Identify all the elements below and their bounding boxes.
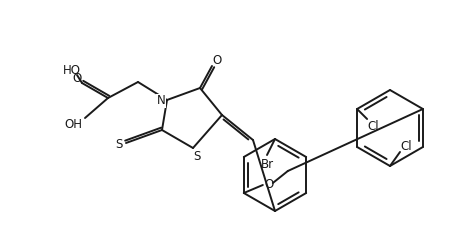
Text: OH: OH (64, 118, 82, 130)
Text: S: S (193, 149, 201, 162)
Text: O: O (73, 72, 81, 85)
Text: O: O (212, 54, 222, 67)
Text: O: O (264, 179, 273, 192)
Text: S: S (115, 139, 123, 152)
Text: Cl: Cl (367, 120, 379, 133)
Text: Cl: Cl (400, 140, 412, 153)
Text: HO: HO (63, 65, 81, 78)
Text: N: N (157, 94, 165, 107)
Text: Br: Br (260, 159, 274, 172)
